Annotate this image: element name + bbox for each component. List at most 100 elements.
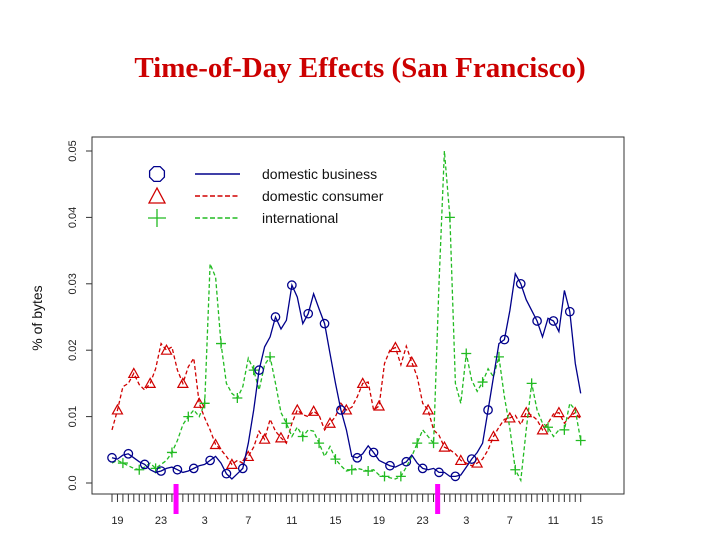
- data-point: [487, 430, 500, 442]
- legend: domestic business domestic consumer intern…: [147, 165, 384, 227]
- data-point: [401, 456, 412, 467]
- data-point: [385, 460, 395, 471]
- data-point: [543, 422, 553, 433]
- series-line: [111, 342, 582, 467]
- data-point: [123, 448, 134, 459]
- slide-title: Time-of-Day Effects (San Francisco): [134, 52, 586, 84]
- data-point: [559, 424, 570, 435]
- data-point: [450, 471, 461, 482]
- y-axis-label: % of bytes: [29, 285, 45, 350]
- data-point: [166, 447, 177, 458]
- data-point: [438, 440, 451, 452]
- data-point: [144, 377, 157, 388]
- data-point: [336, 405, 346, 415]
- data-point: [237, 463, 248, 474]
- series-line: [111, 271, 582, 480]
- series-line: [111, 150, 582, 483]
- midnight-marker: [173, 484, 179, 514]
- legend-entry: domestic consumer: [147, 186, 384, 204]
- data-point: [493, 351, 504, 362]
- data-point: [477, 377, 488, 388]
- data-point: [134, 464, 145, 475]
- data-point: [176, 377, 189, 388]
- y-tick-label: 0.04: [67, 207, 79, 228]
- legend-entry: international: [148, 209, 338, 227]
- x-tick-label: 23: [417, 515, 429, 527]
- data-point: [422, 403, 435, 415]
- y-tick-label: 0.01: [67, 406, 79, 427]
- data-point: [254, 365, 264, 375]
- legend-label: domestic consumer: [262, 188, 384, 204]
- data-point: [183, 411, 194, 422]
- x-tick-label: 15: [329, 515, 341, 527]
- x-tick-label: 19: [111, 515, 123, 527]
- data-point: [225, 458, 238, 470]
- data-point: [274, 431, 287, 443]
- data-point: [346, 464, 357, 475]
- x-tick-label: 3: [202, 515, 208, 527]
- series-domestic-business: [107, 271, 582, 482]
- data-point: [373, 399, 386, 411]
- data-point: [454, 454, 467, 466]
- legend-entry: domestic business: [148, 165, 377, 183]
- data-point: [532, 316, 542, 326]
- data-point: [221, 468, 232, 479]
- series-international: [111, 150, 586, 483]
- data-point: [515, 278, 526, 289]
- legend-marker-plus: [148, 209, 166, 227]
- data-point: [444, 212, 455, 223]
- data-point: [107, 452, 117, 463]
- data-point: [160, 343, 173, 355]
- data-point: [286, 280, 297, 290]
- data-point: [363, 466, 374, 477]
- data-point: [232, 393, 243, 404]
- data-point: [303, 308, 314, 319]
- data-point: [281, 418, 292, 429]
- x-tick-label: 3: [463, 515, 469, 527]
- data-point: [461, 348, 472, 359]
- data-point: [499, 334, 510, 345]
- data-point: [117, 458, 128, 469]
- data-point: [548, 316, 559, 326]
- x-tick-label: 11: [548, 515, 559, 527]
- legend-marker-circle: [148, 165, 166, 183]
- data-point: [526, 378, 537, 389]
- data-point: [314, 438, 325, 449]
- data-point: [205, 455, 215, 466]
- data-point: [552, 406, 565, 418]
- data-point: [379, 471, 390, 482]
- plot-frame: [91, 136, 625, 495]
- x-tick-label: 7: [507, 515, 513, 527]
- y-tick-label: 0.02: [67, 339, 79, 360]
- data-point: [156, 466, 166, 476]
- data-point: [319, 318, 330, 329]
- data-point: [216, 338, 226, 349]
- data-point: [466, 454, 477, 464]
- x-tick-label: 11: [286, 515, 297, 527]
- series-layer: [107, 150, 586, 483]
- legend-label: domestic business: [262, 166, 377, 182]
- data-point: [340, 403, 353, 415]
- legend-label: international: [262, 210, 338, 226]
- data-point: [536, 423, 549, 435]
- data-point: [368, 447, 379, 458]
- x-tick-label: 19: [373, 515, 385, 527]
- x-tick-label: 7: [245, 515, 251, 527]
- data-point: [307, 405, 320, 416]
- y-tick-label: 0.0: [67, 475, 79, 490]
- data-point: [564, 306, 575, 317]
- data-point: [356, 377, 369, 388]
- data-point: [111, 403, 124, 415]
- x-tick-label: 15: [591, 515, 603, 527]
- data-point: [258, 432, 271, 444]
- data-point: [405, 355, 418, 367]
- data-point: [330, 454, 341, 465]
- data-point: [172, 464, 183, 475]
- data-point: [188, 463, 199, 474]
- data-point: [199, 398, 210, 409]
- data-point: [483, 405, 493, 415]
- data-point: [575, 435, 586, 446]
- data-point: [395, 471, 406, 482]
